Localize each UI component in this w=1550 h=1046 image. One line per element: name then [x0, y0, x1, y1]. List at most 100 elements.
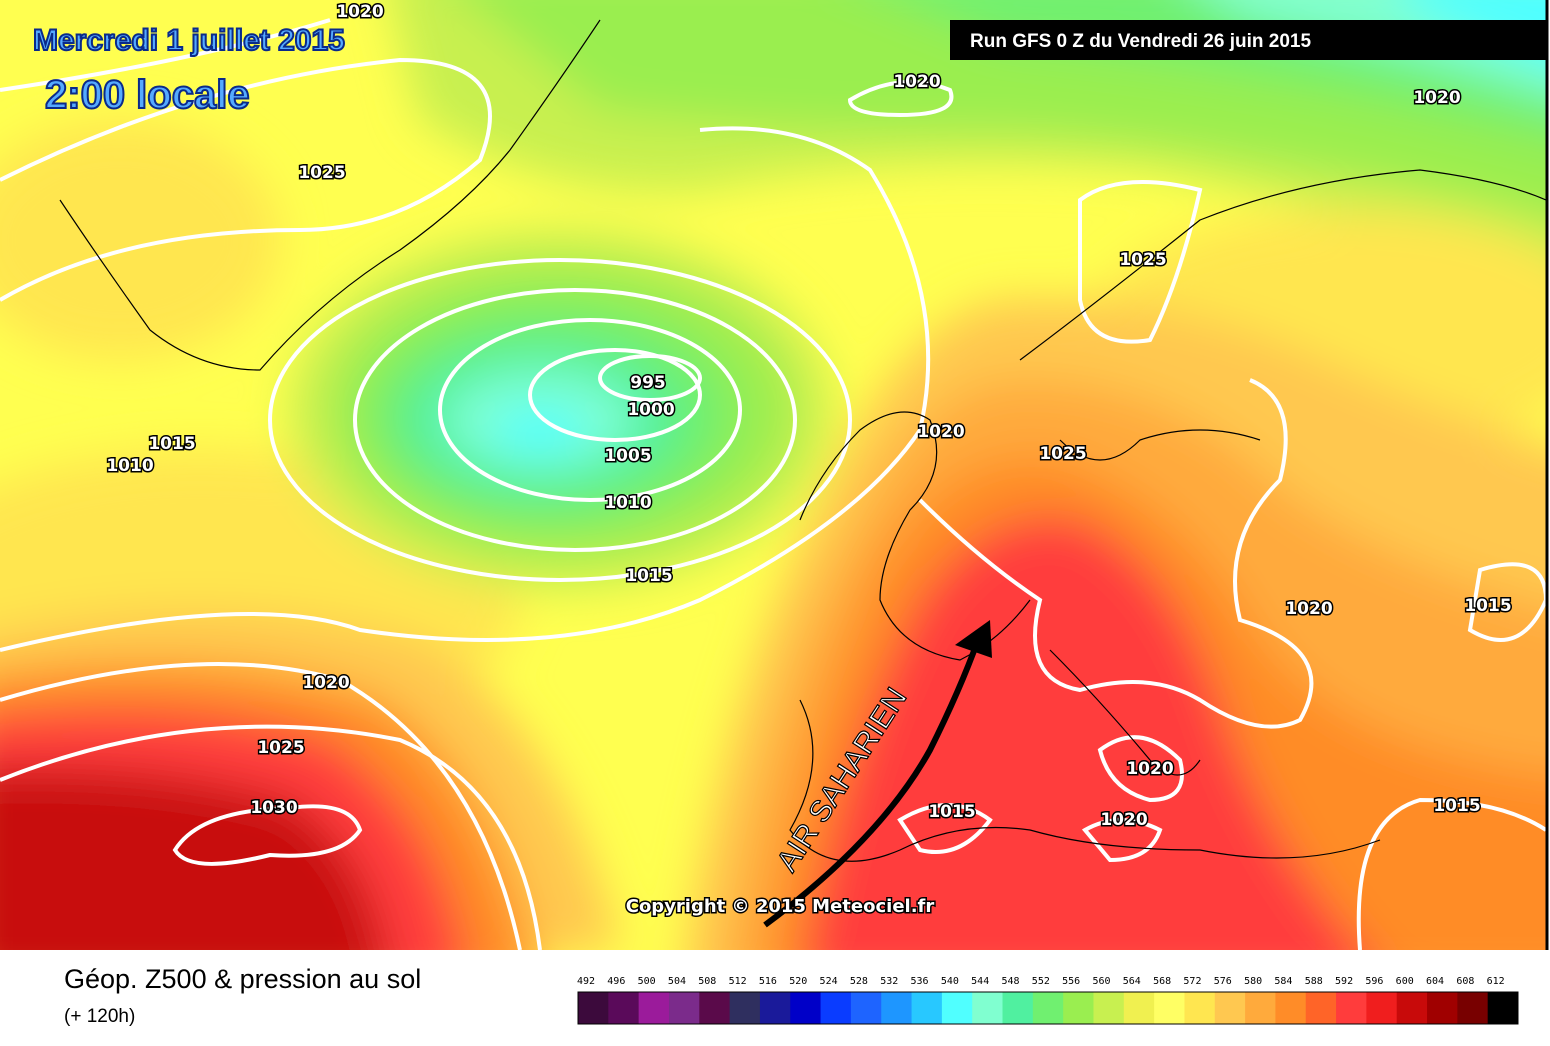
scale-label: 504 [668, 976, 686, 987]
scale-label: 596 [1365, 976, 1383, 987]
scale-label: 540 [941, 976, 959, 987]
isobar-label: 1015 [148, 434, 195, 454]
scale-swatch [1123, 992, 1155, 1024]
scale-label: 552 [1032, 976, 1050, 987]
scale-label: 564 [1123, 976, 1141, 987]
scale-swatch [1093, 992, 1125, 1024]
isobar-label: 1020 [302, 673, 349, 693]
scale-label: 508 [698, 976, 716, 987]
scale-label: 600 [1396, 976, 1414, 987]
isobar-label: 1020 [1100, 810, 1147, 830]
scale-swatch [1063, 992, 1094, 1024]
scale-swatch [1336, 992, 1367, 1024]
isobar-label: 1015 [1433, 796, 1480, 816]
isobar-label: 1025 [298, 163, 345, 183]
isobar-label: 1000 [627, 400, 674, 420]
isobar-label: 1020 [1126, 759, 1173, 779]
scale-swatch [1366, 992, 1398, 1024]
arrow-head [955, 620, 992, 658]
scale-label: 576 [1214, 976, 1232, 987]
scale-swatch [911, 992, 943, 1024]
scale-label: 572 [1183, 976, 1201, 987]
scale-label: 612 [1487, 976, 1505, 987]
scale-label: 536 [911, 976, 929, 987]
scale-swatch [638, 992, 670, 1024]
scale-label: 496 [607, 976, 625, 987]
scale-label: 592 [1335, 976, 1353, 987]
isobar-label: 1010 [106, 456, 153, 476]
scale-swatch [1245, 992, 1276, 1024]
run: Run GFS 0 Z du Vendredi 26 juin 2015 [970, 31, 1311, 52]
scale-label: 608 [1456, 976, 1474, 987]
isobar-label: 1025 [1119, 250, 1166, 270]
scale-swatch [1002, 992, 1034, 1024]
scale-swatch [1032, 992, 1064, 1024]
scale-label: 528 [850, 976, 868, 987]
isobars [0, 18, 1546, 950]
isobar-label: 1005 [604, 446, 651, 466]
isobar-labels: 1020102010201025102599510001005101010151… [105, 1, 1513, 832]
scale-swatch [1214, 992, 1246, 1024]
scale-swatch [941, 992, 973, 1024]
scale-swatch [972, 992, 1004, 1024]
isobar-label: 1020 [1413, 88, 1460, 108]
scale-label: 588 [1305, 976, 1323, 987]
date: Mercredi 1 juillet 2015 [33, 24, 345, 57]
scale-swatch [1457, 992, 1489, 1024]
scale-swatch [699, 992, 731, 1024]
scale-label: 568 [1153, 976, 1171, 987]
scale-swatch [1305, 992, 1337, 1024]
scale-swatch [1275, 992, 1307, 1024]
scale-label: 524 [820, 976, 838, 987]
scale-label: 604 [1426, 976, 1444, 987]
scale-label: 512 [729, 976, 747, 987]
copyright: Copyright © 2015 Meteociel.fr [626, 896, 935, 917]
map: 1020102010201025102599510001005101010151… [0, 0, 1546, 950]
scale-swatch [1154, 992, 1185, 1024]
scale-label: 584 [1274, 976, 1292, 987]
isobar-label: 1020 [336, 2, 383, 22]
scale-swatch [881, 992, 913, 1024]
scale-label: 520 [789, 976, 807, 987]
coastlines [59, 19, 1546, 862]
scale-swatch [668, 992, 700, 1024]
scale-swatch [790, 992, 822, 1024]
scale-label: 560 [1092, 976, 1110, 987]
scale-label: 544 [971, 976, 989, 987]
scale-label: 492 [577, 976, 595, 987]
scale-swatch [729, 992, 761, 1024]
scale-label: 532 [880, 976, 898, 987]
time: 2:00 locale [45, 73, 250, 117]
scale-swatch [820, 992, 852, 1024]
legend-subtitle: (+ 120h) [64, 1006, 135, 1027]
scale-label: 548 [1001, 976, 1019, 987]
scale-label: 556 [1062, 976, 1080, 987]
isobar-label: 1015 [1464, 596, 1511, 616]
scale-frame [577, 991, 1519, 1025]
scale-swatch [608, 992, 640, 1024]
scale-swatch [1184, 992, 1216, 1024]
scale-label: 580 [1244, 976, 1262, 987]
scale-swatch [850, 992, 882, 1024]
arrow [763, 638, 981, 928]
scale-swatch [1396, 992, 1428, 1024]
isobar-label: 1020 [893, 72, 940, 92]
isobar-label: 1030 [250, 798, 297, 818]
isobar-label: 1025 [1039, 444, 1086, 464]
scale-swatch [1487, 992, 1519, 1024]
isobar-label: 1010 [604, 493, 651, 513]
isobar-label: 1015 [928, 802, 975, 822]
isobar-label: 1015 [625, 566, 672, 586]
isobar-label: 1025 [257, 738, 304, 758]
isobar-label: 1020 [1285, 599, 1332, 619]
scale-swatch [759, 992, 791, 1024]
scale-swatch [1427, 992, 1458, 1024]
isobar-label: 1020 [917, 422, 964, 442]
scale-label: 500 [638, 976, 656, 987]
scale-label: 516 [759, 976, 777, 987]
legend-title: Géop. Z500 & pression au sol [64, 964, 421, 994]
scale-swatch [578, 992, 609, 1024]
isobar-label: 995 [630, 373, 666, 393]
color-scale: 492 496 500 504 508 512 516 520 524 528 532 536 540 5… [577, 976, 1519, 1025]
